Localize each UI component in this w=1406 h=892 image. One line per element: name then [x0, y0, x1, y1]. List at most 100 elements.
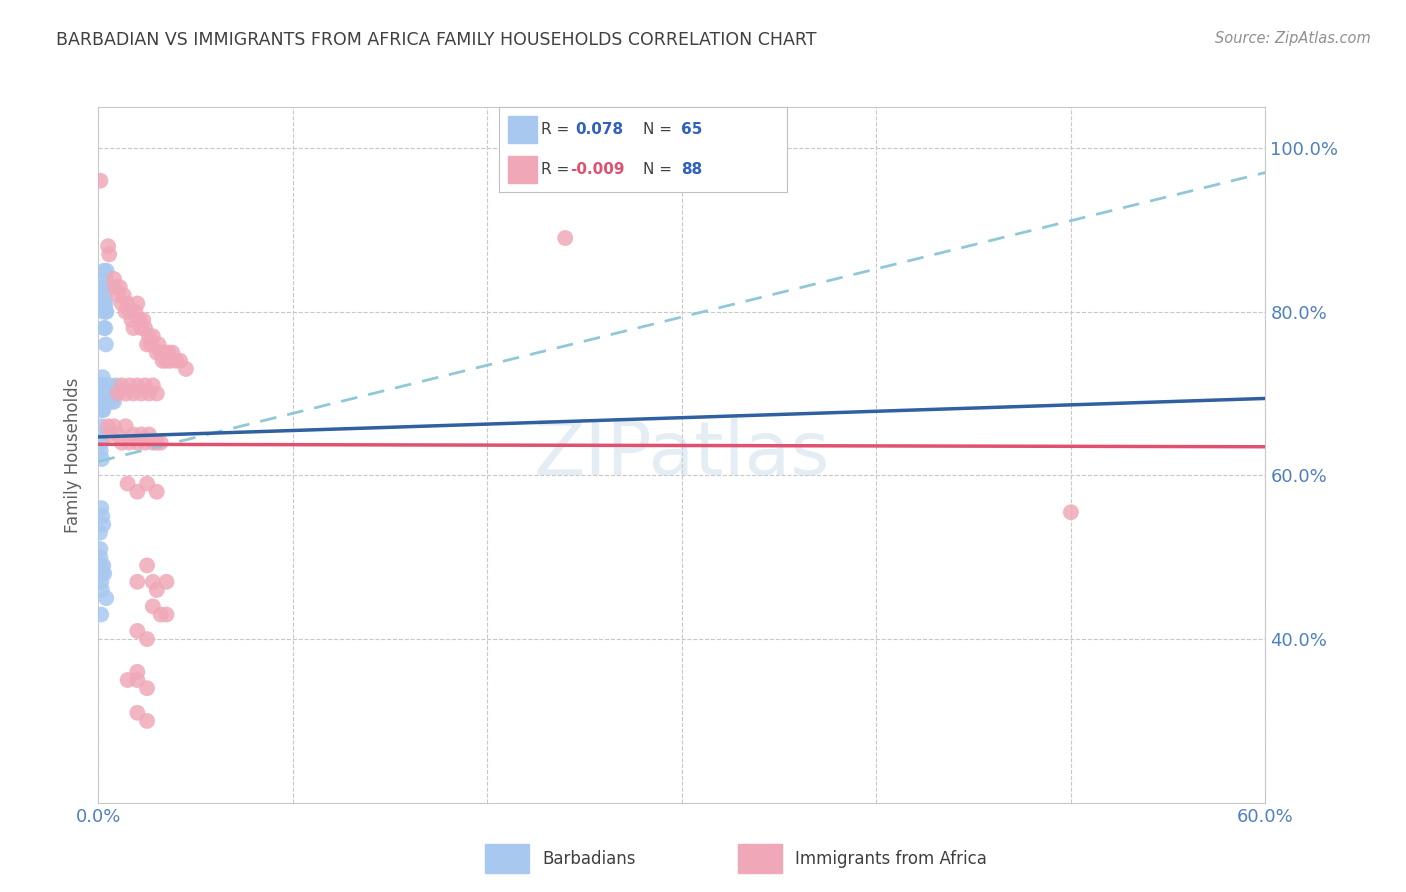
Point: [91, 403, 114, 417]
Point: [127, 673, 149, 687]
Text: N =: N =: [643, 162, 678, 178]
Point: [90, 288, 112, 302]
Point: [142, 329, 165, 343]
Point: [122, 321, 145, 335]
Point: [96, 394, 118, 409]
Point: [90, 378, 112, 392]
Point: [142, 435, 165, 450]
Point: [90, 419, 112, 434]
Point: [114, 386, 136, 401]
Point: [138, 427, 160, 442]
Point: [129, 386, 152, 401]
Bar: [508, 156, 537, 183]
Point: [149, 435, 172, 450]
Point: [142, 574, 165, 589]
Text: N =: N =: [643, 121, 678, 136]
Point: [93, 386, 115, 401]
Point: [127, 378, 149, 392]
Point: [129, 427, 152, 442]
Point: [142, 378, 165, 392]
Point: [103, 394, 125, 409]
Point: [157, 345, 180, 359]
Point: [93, 280, 115, 294]
Point: [142, 599, 165, 614]
Text: 65: 65: [681, 121, 702, 136]
Point: [91, 394, 114, 409]
Point: [155, 607, 177, 622]
Point: [136, 476, 159, 491]
Point: [136, 632, 159, 646]
Point: [93, 321, 115, 335]
Point: [117, 296, 139, 310]
Point: [111, 435, 134, 450]
Point: [90, 574, 112, 589]
Point: [104, 280, 127, 294]
Point: [148, 337, 170, 351]
Point: [155, 574, 177, 589]
Point: [134, 378, 156, 392]
Point: [155, 353, 177, 368]
Point: [94, 296, 117, 310]
Point: [121, 313, 143, 327]
Point: [90, 582, 112, 597]
Point: [91, 403, 114, 417]
Point: [96, 386, 118, 401]
Point: [117, 673, 139, 687]
Point: [97, 394, 120, 409]
Point: [96, 304, 118, 318]
Point: [103, 419, 125, 434]
Point: [136, 714, 159, 728]
Point: [153, 345, 176, 359]
Point: [146, 345, 169, 359]
Point: [149, 345, 172, 359]
Point: [91, 386, 114, 401]
Point: [89, 174, 111, 188]
Point: [104, 386, 127, 401]
Point: [122, 386, 145, 401]
Point: [146, 582, 169, 597]
Point: [90, 296, 112, 310]
Point: [114, 304, 136, 318]
Point: [117, 476, 139, 491]
Point: [112, 288, 135, 302]
Point: [89, 550, 111, 565]
Point: [94, 337, 117, 351]
Text: R =: R =: [541, 121, 574, 136]
Point: [89, 427, 111, 442]
Point: [91, 304, 114, 318]
Point: [90, 394, 112, 409]
Point: [98, 427, 121, 442]
Point: [91, 558, 114, 573]
Point: [91, 370, 114, 384]
Point: [90, 452, 112, 467]
Point: [94, 272, 117, 286]
Point: [169, 353, 191, 368]
Point: [90, 435, 112, 450]
Point: [149, 607, 172, 622]
Point: [129, 321, 152, 335]
Point: [107, 427, 129, 442]
Point: [111, 296, 134, 310]
Point: [118, 378, 141, 392]
Point: [165, 353, 187, 368]
Point: [89, 566, 111, 581]
Point: [139, 337, 162, 351]
Point: [96, 304, 118, 318]
Point: [93, 264, 115, 278]
Point: [89, 525, 111, 540]
Point: [100, 386, 122, 401]
Point: [91, 280, 114, 294]
Point: [90, 386, 112, 401]
Point: [90, 501, 112, 516]
Point: [93, 386, 115, 401]
Point: [96, 264, 118, 278]
Point: [101, 386, 124, 401]
Point: [124, 304, 146, 318]
Point: [162, 345, 184, 359]
Point: [91, 566, 114, 581]
Point: [159, 353, 181, 368]
Point: [89, 386, 111, 401]
Text: -0.009: -0.009: [569, 162, 624, 178]
Point: [98, 378, 121, 392]
Point: [90, 607, 112, 622]
